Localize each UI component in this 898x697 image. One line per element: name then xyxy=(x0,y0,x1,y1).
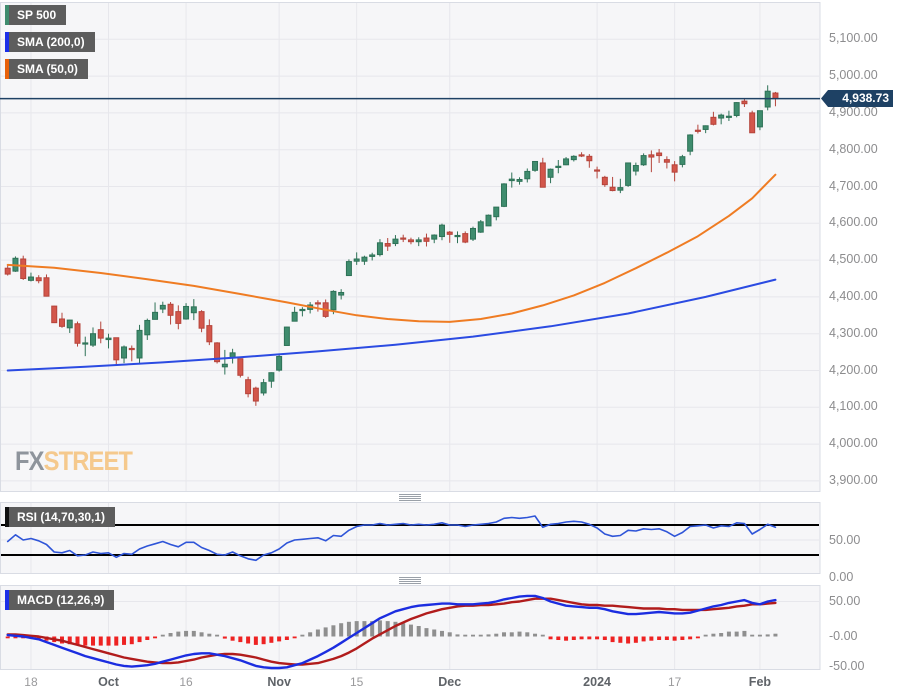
rsi-axis-label: 0.00 xyxy=(829,570,854,584)
price-axis-label: 4,100.00 xyxy=(829,399,878,414)
candlestick-plot[interactable] xyxy=(0,2,821,492)
legend-sma50[interactable]: SMA (50,0) xyxy=(5,59,88,79)
price-axis-label: 4,000.00 xyxy=(829,436,878,451)
time-axis-label: 2024 xyxy=(583,675,611,689)
rsi-plot[interactable] xyxy=(0,502,821,574)
macd-panel[interactable] xyxy=(0,585,821,670)
time-axis-label: Nov xyxy=(267,675,291,689)
rsi-panel-resize-handle[interactable] xyxy=(399,494,421,501)
legend-sp500[interactable]: SP 500 xyxy=(5,5,67,25)
macd-label[interactable]: MACD (12,26,9) xyxy=(5,590,115,610)
rsi-label[interactable]: RSI (14,70,30,1) xyxy=(5,507,116,527)
price-axis-label: 4,400.00 xyxy=(829,288,878,303)
price-axis-label: 5,100.00 xyxy=(829,31,878,46)
fxstreet-logo: FXSTREET xyxy=(15,446,133,477)
price-axis-label: 5,000.00 xyxy=(829,68,878,83)
price-axis-label: 4,200.00 xyxy=(829,362,878,377)
logo-fx-text: FX xyxy=(15,446,44,476)
rsi-axis-label: 50.00 xyxy=(829,532,861,547)
time-axis-label: Dec xyxy=(438,675,462,689)
price-axis-label: 4,300.00 xyxy=(829,325,878,340)
macd-axis-label: 50.00 xyxy=(829,594,861,608)
price-axis-label: 4,900.00 xyxy=(829,104,878,119)
price-axis-label: 4,600.00 xyxy=(829,215,878,230)
macd-plot[interactable] xyxy=(0,585,821,670)
price-panel[interactable] xyxy=(0,2,821,492)
price-axis-label: 4,800.00 xyxy=(829,141,878,156)
price-axis-label: 3,900.00 xyxy=(829,472,878,487)
time-axis-label: 18 xyxy=(24,675,38,689)
legend: SP 500 SMA (200,0) SMA (50,0) xyxy=(5,5,95,86)
time-axis-label: 16 xyxy=(179,675,193,689)
logo-street-text: STREET xyxy=(43,446,133,476)
time-axis-label: 15 xyxy=(349,675,364,689)
macd-axis-label: -0.00 xyxy=(829,629,858,643)
macd-panel-resize-handle[interactable] xyxy=(399,577,421,584)
price-axis-label: 4,700.00 xyxy=(829,178,878,193)
last-price-badge: 4,938.73 xyxy=(821,90,893,107)
price-axis-label: 4,500.00 xyxy=(829,252,878,267)
time-axis-label: 17 xyxy=(667,675,682,689)
legend-sma200[interactable]: SMA (200,0) xyxy=(5,32,95,52)
macd-axis-label: -50.00 xyxy=(829,658,865,673)
rsi-panel[interactable] xyxy=(0,502,821,574)
time-axis-label: Feb xyxy=(748,675,772,689)
time-axis-label: Oct xyxy=(98,675,119,689)
